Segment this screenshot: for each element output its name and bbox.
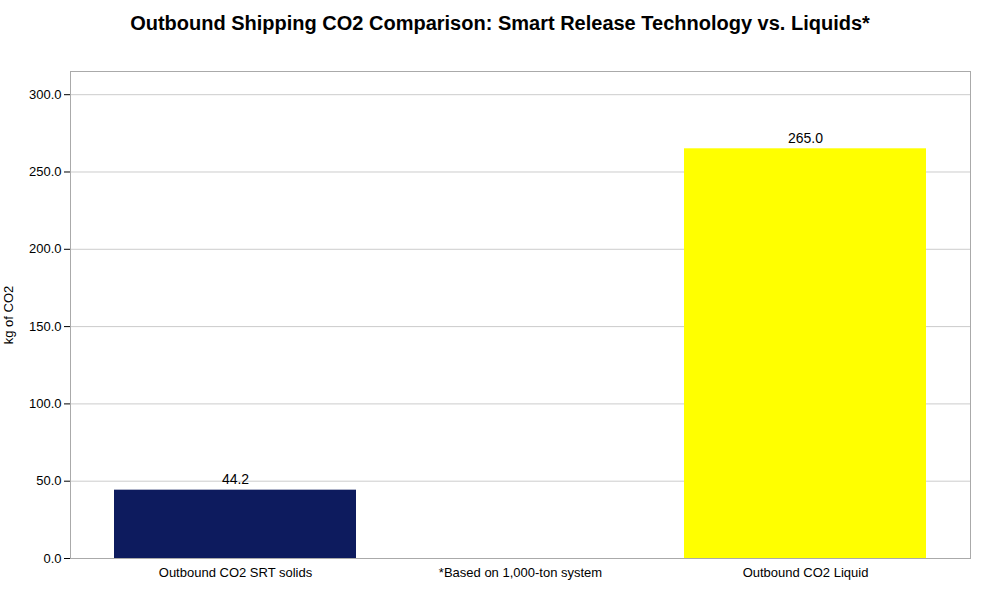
svg-text:44.2: 44.2 [222,471,249,487]
html-text:Outbound Shipping CO2 Comparis: Outbound Shipping CO2 Comparison: Smart … [130,12,870,34]
svg-text:Outbound CO2 Liquid: Outbound CO2 Liquid [743,565,869,580]
svg-text:kg of CO2: kg of CO2 [1,286,16,345]
svg-text:0.0: 0.0 [43,551,61,566]
svg-text:300.0: 300.0 [29,87,62,102]
svg-text:250.0: 250.0 [29,164,62,179]
svg-text:150.0: 150.0 [29,319,62,334]
svg-text:200.0: 200.0 [29,241,62,256]
svg-text:Outbound CO2 SRT solids: Outbound CO2 SRT solids [159,565,313,580]
svg-text:265.0: 265.0 [788,130,823,146]
svg-text:100.0: 100.0 [29,396,62,411]
svg-text:*Based on 1,000-ton system: *Based on 1,000-ton system [439,565,602,580]
svg-text:50.0: 50.0 [36,473,61,488]
